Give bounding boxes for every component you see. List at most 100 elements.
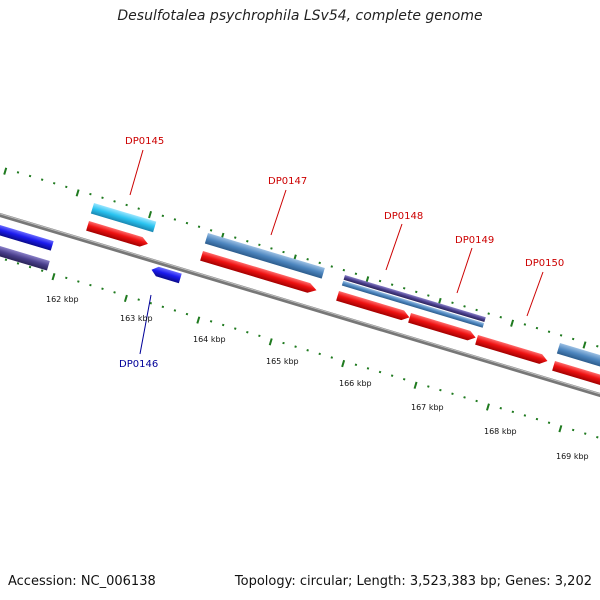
minor-tick <box>427 385 430 388</box>
minor-tick <box>161 214 165 218</box>
feature-dp0146[interactable] <box>150 265 182 284</box>
minor-tick <box>209 229 213 232</box>
minor-tick <box>246 239 249 243</box>
minor-tick <box>354 272 358 276</box>
gene-label-dp0145[interactable]: DP0145 <box>125 136 164 147</box>
feature-dp0148[interactable] <box>336 291 411 322</box>
minor-tick <box>89 283 92 287</box>
minor-tick <box>185 221 189 225</box>
major-tick <box>413 381 418 389</box>
minor-tick <box>318 352 321 356</box>
major-tick <box>510 319 515 327</box>
outer-tick-ring <box>3 167 599 349</box>
minor-tick <box>40 269 44 272</box>
minor-tick <box>28 174 32 178</box>
gene-label-dp0150[interactable]: DP0150 <box>525 258 564 269</box>
minor-tick <box>258 243 261 247</box>
axis-label-166: 166 kbp <box>339 379 372 388</box>
major-tick <box>341 359 346 368</box>
axis-label-167: 167 kbp <box>411 403 444 412</box>
minor-tick <box>258 334 261 338</box>
minor-tick <box>571 428 575 432</box>
feature-dp0145[interactable] <box>86 221 149 249</box>
minor-tick <box>173 218 177 221</box>
minor-tick <box>596 435 599 439</box>
feature-left-purple[interactable] <box>0 243 50 271</box>
minor-tick <box>233 236 237 239</box>
major-tick <box>485 403 490 411</box>
map-title: Desulfotalea psychrophila LSv54, complet… <box>117 8 483 24</box>
feature-dp0148-strand[interactable] <box>341 275 486 328</box>
minor-tick <box>125 203 128 207</box>
gene-label-dp0149[interactable]: DP0149 <box>455 235 494 246</box>
minor-tick <box>282 250 285 254</box>
minor-tick <box>137 207 140 210</box>
gene-label-dp0148[interactable]: DP0148 <box>384 211 423 222</box>
feature-dp0147-strand[interactable] <box>204 233 325 279</box>
minor-tick <box>101 287 104 290</box>
minor-tick <box>173 309 177 312</box>
minor-tick <box>390 283 394 286</box>
minor-tick <box>149 301 153 305</box>
major-tick <box>196 316 201 324</box>
major-tick <box>123 294 128 303</box>
feature-dp0145-strand[interactable] <box>90 203 157 233</box>
minor-tick <box>535 417 539 421</box>
axis-labels: 162 kbp 163 kbp 164 kbp 165 kbp 166 kbp … <box>46 295 589 461</box>
minor-tick <box>16 262 20 265</box>
minor-tick <box>52 182 56 185</box>
axis-label-165: 165 kbp <box>266 357 299 366</box>
major-tick <box>3 167 8 175</box>
minor-tick <box>342 268 346 272</box>
minor-tick <box>402 378 406 381</box>
minor-tick <box>390 374 394 377</box>
major-tick <box>148 210 153 219</box>
minor-tick <box>113 200 116 203</box>
minor-tick <box>415 290 418 294</box>
minor-tick <box>523 323 527 326</box>
axis-label-169: 169 kbp <box>556 452 589 461</box>
minor-tick <box>246 330 249 334</box>
minor-tick <box>596 344 599 348</box>
minor-tick <box>221 323 225 327</box>
genome-backbone <box>0 212 600 398</box>
minor-tick <box>113 291 116 294</box>
minor-tick <box>77 280 80 283</box>
feature-dp0147[interactable] <box>200 251 318 295</box>
minor-tick <box>354 363 358 367</box>
axis-label-164: 164 kbp <box>193 335 226 344</box>
gene-label-dp0147[interactable]: DP0147 <box>268 176 307 187</box>
minor-tick <box>487 312 490 315</box>
feature-dp0149[interactable] <box>408 313 477 342</box>
minor-tick <box>209 320 213 323</box>
minor-tick <box>523 414 527 417</box>
minor-tick <box>439 388 442 392</box>
minor-tick <box>583 432 587 435</box>
minor-tick <box>427 294 430 297</box>
minor-tick <box>571 337 575 341</box>
genome-summary-text: Topology: circular; Length: 3,523,383 bp… <box>234 574 592 589</box>
minor-tick <box>475 308 478 312</box>
feature-right-strand[interactable] <box>556 343 600 371</box>
feature-left-blue[interactable] <box>0 222 54 251</box>
minor-tick <box>137 298 140 301</box>
minor-tick <box>306 349 309 352</box>
minor-tick <box>330 356 334 359</box>
major-tick <box>268 338 273 346</box>
minor-tick <box>511 410 515 414</box>
label-leaders <box>129 149 544 355</box>
feature-right-forward[interactable] <box>552 361 600 388</box>
minor-tick <box>499 406 502 410</box>
major-tick <box>558 425 563 433</box>
minor-tick <box>378 279 382 283</box>
minor-tick <box>366 367 370 370</box>
minor-tick <box>28 265 32 269</box>
minor-tick <box>535 326 539 330</box>
minor-tick <box>475 399 478 403</box>
minor-tick <box>294 345 297 348</box>
gene-label-dp0146[interactable]: DP0146 <box>119 359 158 370</box>
feature-dp0150[interactable] <box>475 335 549 366</box>
accession-text: Accession: NC_006138 <box>8 574 156 589</box>
minor-tick <box>547 421 551 424</box>
